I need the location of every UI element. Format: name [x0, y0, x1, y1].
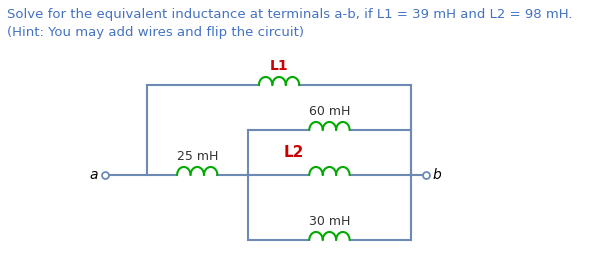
Text: L2: L2: [284, 145, 304, 160]
Text: 25 mH: 25 mH: [177, 150, 218, 163]
Text: b: b: [432, 168, 441, 182]
Text: L1: L1: [270, 59, 288, 73]
Text: 60 mH: 60 mH: [309, 105, 350, 118]
Text: 30 mH: 30 mH: [309, 215, 350, 228]
Text: (Hint: You may add wires and flip the circuit): (Hint: You may add wires and flip the ci…: [7, 26, 304, 39]
Text: a: a: [90, 168, 98, 182]
Text: Solve for the equivalent inductance at terminals a-b, if L1 = 39 mH and L2 = 98 : Solve for the equivalent inductance at t…: [7, 8, 573, 21]
